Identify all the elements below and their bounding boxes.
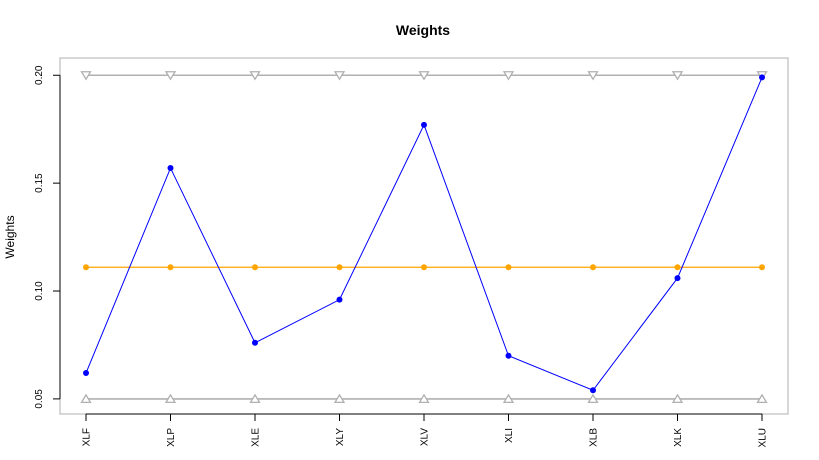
x-axis: XLF XLP XLE XLY XLV XLI XLB XLK XLU [82,413,769,447]
x-tick-label: XLE [251,428,262,447]
data-point [164,71,177,81]
data-point [333,393,346,404]
data-point [671,71,684,81]
series-layer [80,71,768,404]
data-point [333,71,346,81]
series-0 [83,74,765,394]
data-point [167,165,174,172]
data-point [418,71,430,81]
data-point [759,74,765,81]
data-point [336,264,343,271]
data-point [590,264,596,271]
data-point [671,393,684,404]
y-axis: 0.05 0.10 0.15 0.20 [34,65,61,409]
data-point [83,264,89,271]
data-point [80,393,92,404]
data-point [674,275,681,282]
data-point [674,264,681,271]
series-2 [80,71,768,81]
data-point [164,393,177,404]
data-point [587,71,599,81]
data-point [505,352,512,359]
data-point [505,264,512,271]
x-tick-label: XLK [673,428,684,447]
y-tick-label: 0.10 [34,281,45,301]
y-axis-label: Weights [3,215,17,258]
series-3 [80,393,768,404]
data-point [502,393,515,404]
data-point [167,264,174,271]
data-point [252,264,258,271]
y-tick-label: 0.15 [34,173,45,193]
data-point [590,387,596,394]
data-point [418,393,430,404]
data-point [421,264,427,271]
x-tick-label: XLP [166,428,177,447]
x-tick-label: XLV [420,428,431,446]
data-point [587,393,599,404]
data-point [759,264,765,271]
x-tick-label: XLU [758,428,769,447]
series-1 [83,264,765,271]
plot-box [59,57,789,415]
data-point [83,370,89,377]
x-tick-label: XLF [82,428,93,446]
y-tick-label: 0.20 [34,65,45,85]
data-point [502,71,515,81]
data-point [249,71,261,81]
data-point [80,71,92,81]
data-point [421,121,427,128]
data-point [756,393,768,404]
data-point [336,296,343,303]
data-point [252,339,258,346]
y-tick-label: 0.05 [34,389,45,409]
data-point [249,393,261,404]
chart-title: Weights [396,22,450,38]
x-tick-label: XLY [335,428,346,446]
x-tick-label: XLB [589,428,600,447]
x-tick-label: XLI [504,428,515,443]
